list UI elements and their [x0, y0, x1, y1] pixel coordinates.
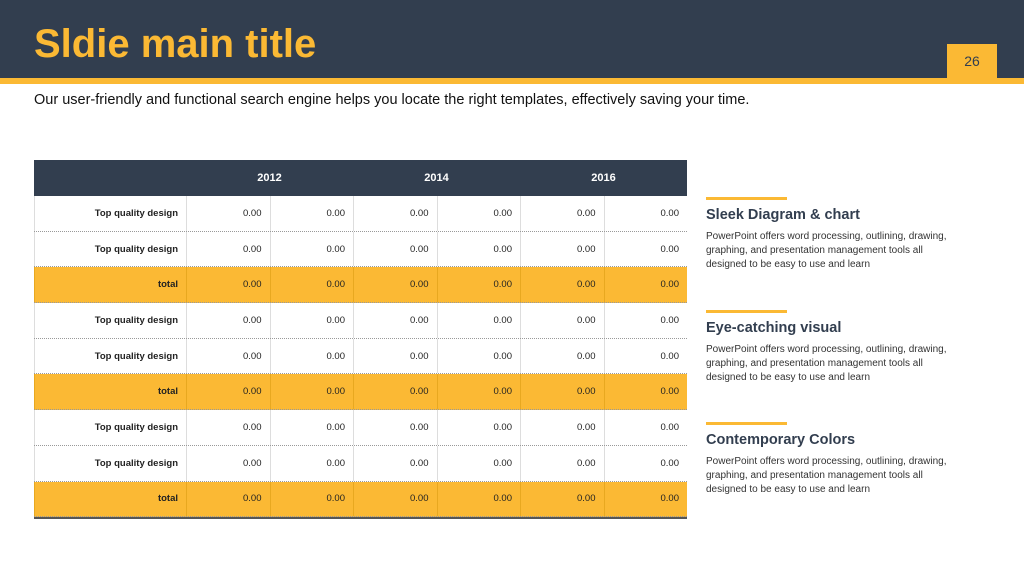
- cell-value: 0.00: [520, 267, 604, 303]
- cell-value: 0.00: [436, 338, 521, 374]
- accent-bar: [706, 197, 787, 200]
- cell-value: 0.00: [186, 445, 270, 481]
- cell-value: 0.00: [186, 303, 270, 338]
- cell-value: 0.00: [186, 374, 270, 410]
- cell-value: 0.00: [186, 410, 270, 445]
- row-label: Top quality design: [34, 303, 186, 338]
- cell-value: 0.00: [436, 267, 521, 303]
- accent-bar: [706, 310, 787, 313]
- cell-value: 0.00: [603, 231, 688, 267]
- table-row: Top quality design 0.00 0.00 0.00 0.00 0.00 0.…: [34, 410, 687, 446]
- cell-value: 0.00: [520, 481, 604, 517]
- feature-text: PowerPoint offers word processing, outli…: [706, 344, 947, 383]
- cell-value: 0.00: [436, 231, 521, 267]
- cell-value: 0.00: [353, 374, 437, 410]
- cell-value: 0.00: [269, 303, 354, 338]
- cell-value: 0.00: [269, 231, 354, 267]
- cell-value: 0.00: [520, 196, 604, 231]
- feature-text: PowerPoint offers word processing, outli…: [706, 231, 947, 270]
- cell-value: 0.00: [603, 410, 688, 445]
- row-label: Top quality design: [34, 231, 186, 267]
- cell-value: 0.00: [186, 231, 270, 267]
- feature-heading: Contemporary Colors: [706, 432, 856, 448]
- cell-value: 0.00: [186, 338, 270, 374]
- table-row: Top quality design 0.00 0.00 0.00 0.00 0.00 0.…: [34, 196, 687, 232]
- header-cell: [34, 160, 186, 196]
- cell-value: 0.00: [353, 481, 437, 517]
- cell-value: 0.00: [269, 196, 354, 231]
- feature-block: Contemporary Colors PowerPoint offers wor…: [706, 422, 956, 497]
- cell-value: 0.00: [603, 481, 688, 517]
- row-label: Top quality design: [34, 410, 186, 445]
- total-row: total 0.00 0.00 0.00 0.00 0.00 0.00: [34, 374, 688, 411]
- accent-bar: [706, 422, 787, 425]
- cell-value: 0.00: [436, 445, 521, 481]
- cell-value: 0.00: [186, 196, 270, 231]
- row-label: Top quality design: [34, 196, 186, 231]
- cell-value: 0.00: [436, 196, 521, 231]
- row-label: total: [34, 481, 186, 517]
- table-row: Top quality design 0.00 0.00 0.00 0.00 0.00 0.…: [34, 445, 688, 482]
- cell-value: 0.00: [603, 267, 688, 303]
- cell-value: 0.00: [186, 267, 270, 303]
- cell-value: 0.00: [603, 445, 688, 481]
- row-label: Top quality design: [34, 338, 186, 374]
- feature-text: PowerPoint offers word processing, outli…: [706, 456, 947, 495]
- cell-value: 0.00: [520, 338, 604, 374]
- table-row: Top quality design 0.00 0.00 0.00 0.00 0.00 0.…: [34, 338, 688, 375]
- slide-title: Sldie main title: [34, 22, 317, 66]
- row-label: Top quality design: [34, 445, 186, 481]
- cell-value: 0.00: [436, 374, 521, 410]
- cell-value: 0.00: [353, 303, 437, 338]
- cell-value: 0.00: [520, 303, 604, 338]
- cell-value: 0.00: [186, 481, 270, 517]
- subtitle: Our user-friendly and functional search …: [34, 92, 750, 108]
- cell-value: 0.00: [353, 267, 437, 303]
- cell-value: 0.00: [353, 196, 437, 231]
- cell-value: 0.00: [603, 196, 688, 231]
- column-header: 2012: [257, 172, 282, 184]
- feature-block: Sleek Diagram & chart PowerPoint offers w…: [706, 197, 956, 272]
- cell-value: 0.00: [520, 374, 604, 410]
- cell-value: 0.00: [269, 374, 354, 410]
- cell-value: 0.00: [353, 445, 437, 481]
- page-number: 26: [947, 44, 997, 78]
- cell-value: 0.00: [353, 338, 437, 374]
- cell-value: 0.00: [520, 231, 604, 267]
- column-header: 2014: [424, 172, 449, 184]
- table-row: Top quality design 0.00 0.00 0.00 0.00 0.00 0.…: [34, 231, 688, 268]
- total-row: total 0.00 0.00 0.00 0.00 0.00 0.00: [34, 267, 688, 304]
- cell-value: 0.00: [269, 267, 354, 303]
- cell-value: 0.00: [520, 410, 604, 445]
- data-table: 2012 2014 2016 Top quality design 0.00 0.00 0.…: [34, 160, 688, 520]
- header-row: 2012 2014 2016: [34, 160, 687, 196]
- cell-value: 0.00: [520, 445, 604, 481]
- cell-value: 0.00: [353, 410, 437, 445]
- cell-value: 0.00: [436, 303, 521, 338]
- row-label: total: [34, 267, 186, 303]
- cell-value: 0.00: [269, 410, 354, 445]
- feature-heading: Sleek Diagram & chart: [706, 207, 860, 223]
- cell-value: 0.00: [269, 445, 354, 481]
- feature-block: Eye-catching visual PowerPoint offers wor…: [706, 310, 956, 385]
- column-header: 2016: [591, 172, 616, 184]
- cell-value: 0.00: [603, 374, 688, 410]
- cell-value: 0.00: [603, 338, 688, 374]
- total-row: total 0.00 0.00 0.00 0.00 0.00 0.00: [34, 481, 688, 518]
- cell-value: 0.00: [269, 338, 354, 374]
- row-label: total: [34, 374, 186, 410]
- cell-value: 0.00: [269, 481, 354, 517]
- cell-value: 0.00: [436, 410, 521, 445]
- header-bar: [0, 0, 1024, 78]
- table-row: Top quality design 0.00 0.00 0.00 0.00 0.00 0.…: [34, 303, 687, 339]
- cell-value: 0.00: [353, 231, 437, 267]
- cell-value: 0.00: [603, 303, 688, 338]
- feature-heading: Eye-catching visual: [706, 320, 842, 336]
- cell-value: 0.00: [436, 481, 521, 517]
- header-accent: [0, 78, 1024, 84]
